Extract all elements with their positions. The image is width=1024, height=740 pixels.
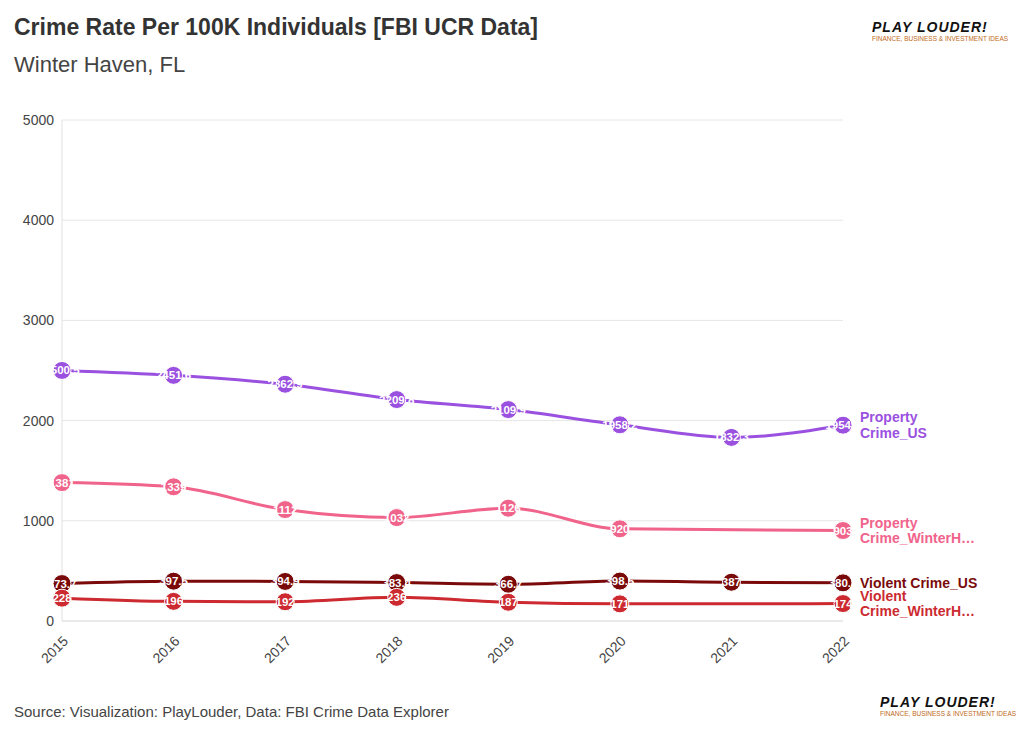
svg-text:2018: 2018 bbox=[372, 633, 405, 666]
svg-text:ViolentCrime_WinterH…: ViolentCrime_WinterH… bbox=[860, 588, 975, 619]
svg-text:4000: 4000 bbox=[23, 212, 54, 228]
svg-text:2022: 2022 bbox=[819, 633, 852, 666]
svg-text:174: 174 bbox=[833, 598, 853, 610]
svg-text:2109.9: 2109.9 bbox=[491, 404, 526, 416]
svg-text:0: 0 bbox=[46, 613, 54, 629]
svg-text:192: 192 bbox=[276, 596, 295, 608]
svg-text:2017: 2017 bbox=[261, 633, 294, 666]
html-text:PLAY LOUDER!: PLAY LOUDER! bbox=[880, 694, 996, 710]
svg-text:2020: 2020 bbox=[596, 633, 629, 666]
svg-text:1954.4: 1954.4 bbox=[825, 419, 861, 431]
svg-text:2451.6: 2451.6 bbox=[156, 369, 191, 381]
svg-text:903: 903 bbox=[833, 525, 852, 537]
svg-text:1381: 1381 bbox=[49, 477, 75, 489]
svg-text:398.5: 398.5 bbox=[605, 575, 634, 587]
svg-text:Violent Crime_US: Violent Crime_US bbox=[860, 574, 978, 591]
svg-text:1958.2: 1958.2 bbox=[602, 419, 637, 431]
html-text:Crime Rate Per 100K Individual: Crime Rate Per 100K Individuals [FBI UCR… bbox=[14, 14, 538, 40]
svg-text:1032: 1032 bbox=[384, 512, 410, 524]
svg-text:171: 171 bbox=[610, 598, 630, 610]
svg-text:236: 236 bbox=[387, 591, 406, 603]
svg-text:1339: 1339 bbox=[161, 481, 187, 493]
svg-text:228: 228 bbox=[52, 592, 72, 604]
html-text:PLAY LOUDER!: PLAY LOUDER! bbox=[872, 19, 988, 35]
svg-text:2019: 2019 bbox=[484, 633, 517, 666]
html-text:FINANCE, BUSINESS & INVESTMENT: FINANCE, BUSINESS & INVESTMENT IDEAS bbox=[880, 710, 1016, 717]
svg-text:2015: 2015 bbox=[38, 633, 71, 666]
svg-text:196: 196 bbox=[164, 595, 183, 607]
svg-text:5000: 5000 bbox=[23, 112, 54, 128]
svg-text:1000: 1000 bbox=[23, 513, 54, 529]
html-text:Source: Visualization: PlayLou: Source: Visualization: PlayLouder, Data:… bbox=[14, 703, 449, 720]
svg-text:2000: 2000 bbox=[23, 413, 54, 429]
svg-text:394.9: 394.9 bbox=[271, 575, 300, 587]
svg-text:PropertyCrime_WinterH…: PropertyCrime_WinterH… bbox=[860, 515, 975, 546]
svg-text:1126: 1126 bbox=[496, 502, 521, 514]
svg-text:1112: 1112 bbox=[273, 504, 297, 516]
svg-text:383.4: 383.4 bbox=[382, 577, 411, 589]
svg-text:2021: 2021 bbox=[707, 633, 740, 666]
svg-text:397.5: 397.5 bbox=[159, 575, 188, 587]
svg-text:2016: 2016 bbox=[149, 633, 182, 666]
svg-text:2362.9: 2362.9 bbox=[268, 378, 303, 390]
svg-text:1832.3: 1832.3 bbox=[714, 431, 749, 443]
svg-text:387: 387 bbox=[722, 576, 741, 588]
svg-text:2500.5: 2500.5 bbox=[44, 364, 80, 376]
svg-text:366.7: 366.7 bbox=[494, 578, 523, 590]
html-text:Winter Haven, FL: Winter Haven, FL bbox=[14, 52, 186, 77]
svg-text:380.7: 380.7 bbox=[829, 577, 858, 589]
svg-text:PropertyCrime_US: PropertyCrime_US bbox=[860, 409, 927, 440]
svg-text:373.7: 373.7 bbox=[48, 578, 77, 590]
html-text:FINANCE, BUSINESS & INVESTMENT: FINANCE, BUSINESS & INVESTMENT IDEAS bbox=[872, 35, 1008, 42]
svg-text:920: 920 bbox=[610, 523, 629, 535]
svg-text:2209.8: 2209.8 bbox=[379, 394, 415, 406]
svg-text:3000: 3000 bbox=[23, 312, 54, 328]
svg-text:187: 187 bbox=[499, 596, 518, 608]
